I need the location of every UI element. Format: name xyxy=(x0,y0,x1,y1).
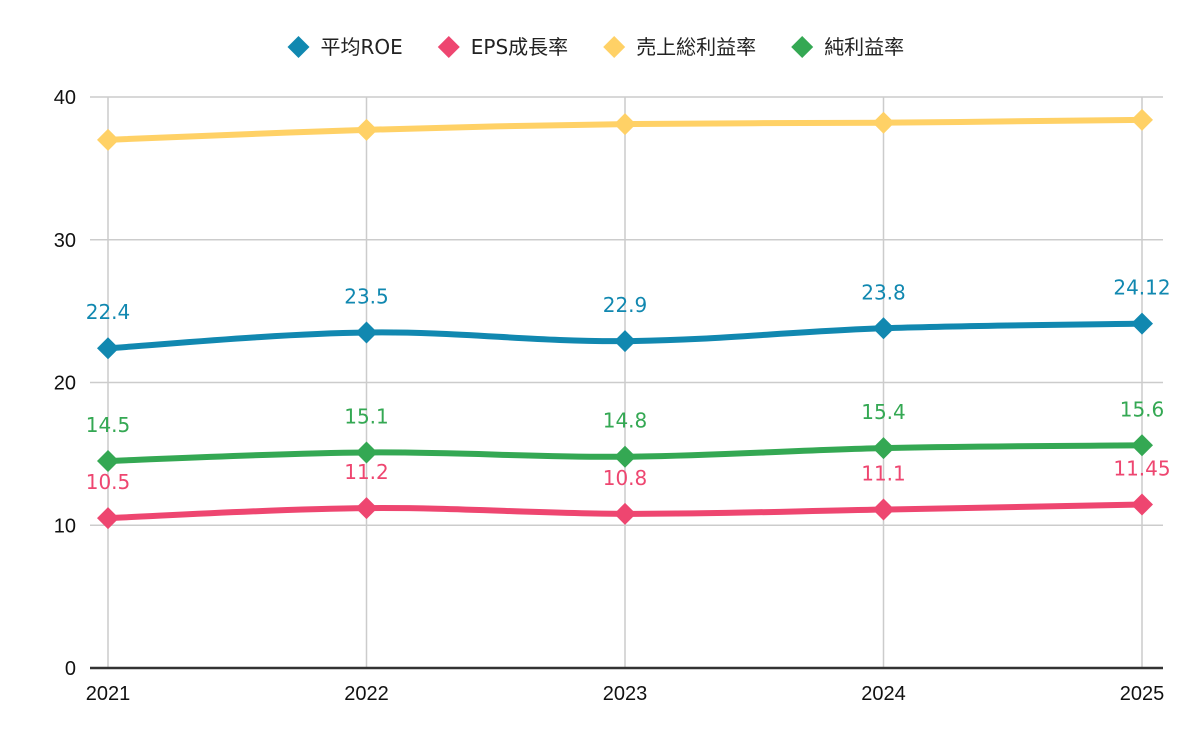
series-1-point-2024 xyxy=(872,498,895,521)
axes: 0 10 20 30 40 2021 2022 2023 2024 2025 xyxy=(54,87,1165,705)
series-1-data-label: 11.45 xyxy=(1113,457,1170,481)
series-0-data-label: 23.5 xyxy=(344,285,389,309)
legend-item-0[interactable]: 平均ROE xyxy=(287,35,403,59)
series-1-point-2025 xyxy=(1131,493,1153,516)
series-1-data-label: 11.2 xyxy=(344,460,389,484)
series-2-point-2025 xyxy=(1131,108,1153,131)
legend-item-3[interactable]: 純利益率 xyxy=(791,35,904,59)
y-tick-label: 30 xyxy=(54,230,76,252)
series-0-point-2025 xyxy=(1131,312,1153,335)
legend-label: 売上総利益率 xyxy=(636,35,756,59)
series-0-data-label: 22.4 xyxy=(86,300,131,324)
series-layer xyxy=(97,108,1153,530)
diamond-icon xyxy=(437,36,460,58)
series-1-point-2022 xyxy=(355,497,378,520)
series-3-data-label: 14.8 xyxy=(603,409,648,433)
legend-item-2[interactable]: 売上総利益率 xyxy=(603,35,756,59)
series-3-data-label: 15.4 xyxy=(861,400,906,424)
series-1-data-label: 10.5 xyxy=(86,470,131,494)
x-tick-label: 2023 xyxy=(603,683,648,705)
series-0-point-2023 xyxy=(614,330,636,353)
series-1-data-label: 11.1 xyxy=(861,462,906,486)
series-1-data-label: 10.8 xyxy=(603,466,648,490)
legend-label: 純利益率 xyxy=(824,35,904,59)
series-1-point-2021 xyxy=(97,507,119,530)
series-2-point-2024 xyxy=(872,111,895,134)
y-tick-label: 10 xyxy=(54,515,76,537)
series-3-data-label: 14.5 xyxy=(86,413,131,437)
series-2-point-2022 xyxy=(355,118,378,141)
series-3-point-2024 xyxy=(872,437,895,460)
diamond-icon xyxy=(287,36,310,58)
x-tick-label: 2025 xyxy=(1120,683,1165,705)
series-3-point-2021 xyxy=(97,450,119,473)
series-0-data-label: 23.8 xyxy=(861,280,906,304)
diamond-icon xyxy=(791,36,814,58)
series-3-data-label: 15.6 xyxy=(1120,397,1165,421)
grid xyxy=(90,96,1163,668)
x-tick-label: 2022 xyxy=(344,683,389,705)
series-0-point-2024 xyxy=(872,317,895,340)
data-labels: 22.4 23.5 22.9 23.8 24.12 10.5 11.2 10.8 11.1 11.… xyxy=(86,276,1171,494)
diamond-icon xyxy=(603,36,626,58)
series-2-point-2021 xyxy=(97,128,119,151)
series-3-point-2022 xyxy=(355,441,378,464)
series-3-point-2025 xyxy=(1131,434,1153,457)
legend: 平均ROE EPS成長率 売上総利益率 純利益率 xyxy=(287,35,904,59)
series-3-data-label: 15.1 xyxy=(344,404,389,428)
series-0-point-2021 xyxy=(97,337,119,360)
series-0-data-label: 22.9 xyxy=(603,293,648,317)
x-tick-label: 2021 xyxy=(86,683,131,705)
legend-item-1[interactable]: EPS成長率 xyxy=(437,35,568,59)
y-tick-label: 40 xyxy=(54,87,76,109)
legend-label: 平均ROE xyxy=(321,35,403,59)
series-1-point-2023 xyxy=(614,502,636,525)
series-0-data-label: 24.12 xyxy=(1113,276,1170,300)
series-3-point-2023 xyxy=(614,445,636,468)
legend-label: EPS成長率 xyxy=(471,35,568,59)
x-tick-label: 2024 xyxy=(861,683,906,705)
y-tick-label: 0 xyxy=(65,658,76,680)
y-tick-label: 20 xyxy=(54,373,76,395)
series-2-point-2023 xyxy=(614,113,636,136)
series-0-point-2022 xyxy=(355,321,378,344)
